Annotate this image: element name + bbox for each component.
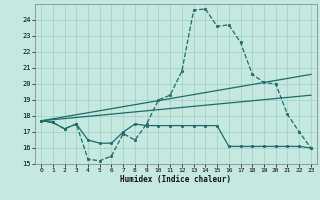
X-axis label: Humidex (Indice chaleur): Humidex (Indice chaleur) (121, 175, 231, 184)
